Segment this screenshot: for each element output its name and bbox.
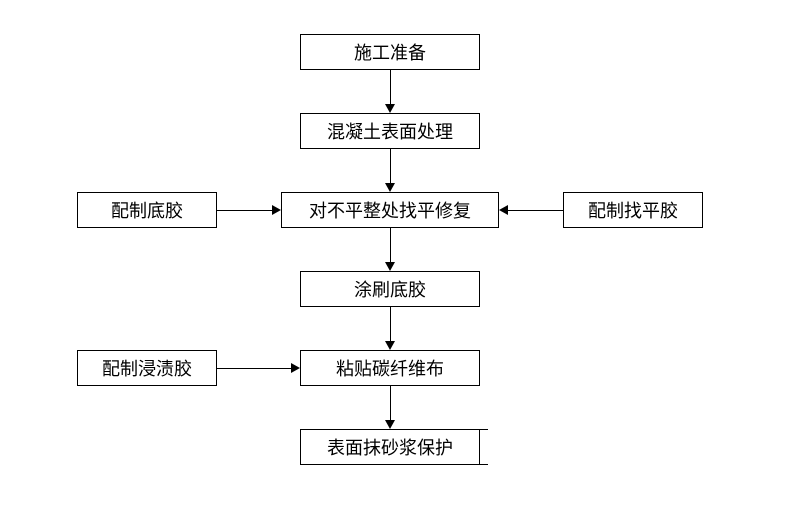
edge-arrowhead xyxy=(272,205,281,215)
flowchart-node-s1: 配制底胶 xyxy=(77,192,217,228)
node-label: 表面抹砂浆保护 xyxy=(327,434,453,460)
end-tick xyxy=(480,464,488,465)
node-label: 混凝土表面处理 xyxy=(327,118,453,144)
node-label: 配制底胶 xyxy=(111,197,183,223)
edge-line xyxy=(507,210,563,211)
edge-line xyxy=(217,210,273,211)
flowchart-node-n4: 涂刷底胶 xyxy=(300,271,480,307)
edge-line xyxy=(390,386,391,421)
flowchart-node-n1: 施工准备 xyxy=(300,34,480,70)
edge-arrowhead xyxy=(385,420,395,429)
edge-arrowhead xyxy=(385,183,395,192)
flowchart-node-s3: 配制浸渍胶 xyxy=(77,350,217,386)
flowchart-node-n5: 粘贴碳纤维布 xyxy=(300,350,480,386)
node-label: 配制找平胶 xyxy=(588,197,678,223)
edge-line xyxy=(390,228,391,263)
edge-arrowhead xyxy=(385,341,395,350)
node-label: 配制浸渍胶 xyxy=(102,355,192,381)
edge-line xyxy=(390,307,391,342)
edge-arrowhead xyxy=(291,363,300,373)
flowchart-node-n6: 表面抹砂浆保护 xyxy=(300,429,480,465)
edge-arrowhead xyxy=(385,262,395,271)
node-label: 对不平整处找平修复 xyxy=(309,197,471,223)
flowchart-node-n3: 对不平整处找平修复 xyxy=(281,192,499,228)
edge-arrowhead xyxy=(385,104,395,113)
edge-line xyxy=(390,149,391,184)
flowchart-node-s2: 配制找平胶 xyxy=(563,192,703,228)
flowchart-container: 施工准备混凝土表面处理对不平整处找平修复涂刷底胶粘贴碳纤维布表面抹砂浆保护 配制底… xyxy=(0,0,800,530)
edge-line xyxy=(217,368,292,369)
edge-line xyxy=(390,70,391,105)
node-label: 粘贴碳纤维布 xyxy=(336,355,444,381)
flowchart-node-n2: 混凝土表面处理 xyxy=(300,113,480,149)
end-tick xyxy=(480,429,488,430)
node-label: 施工准备 xyxy=(354,39,426,65)
node-label: 涂刷底胶 xyxy=(354,276,426,302)
edge-arrowhead xyxy=(499,205,508,215)
